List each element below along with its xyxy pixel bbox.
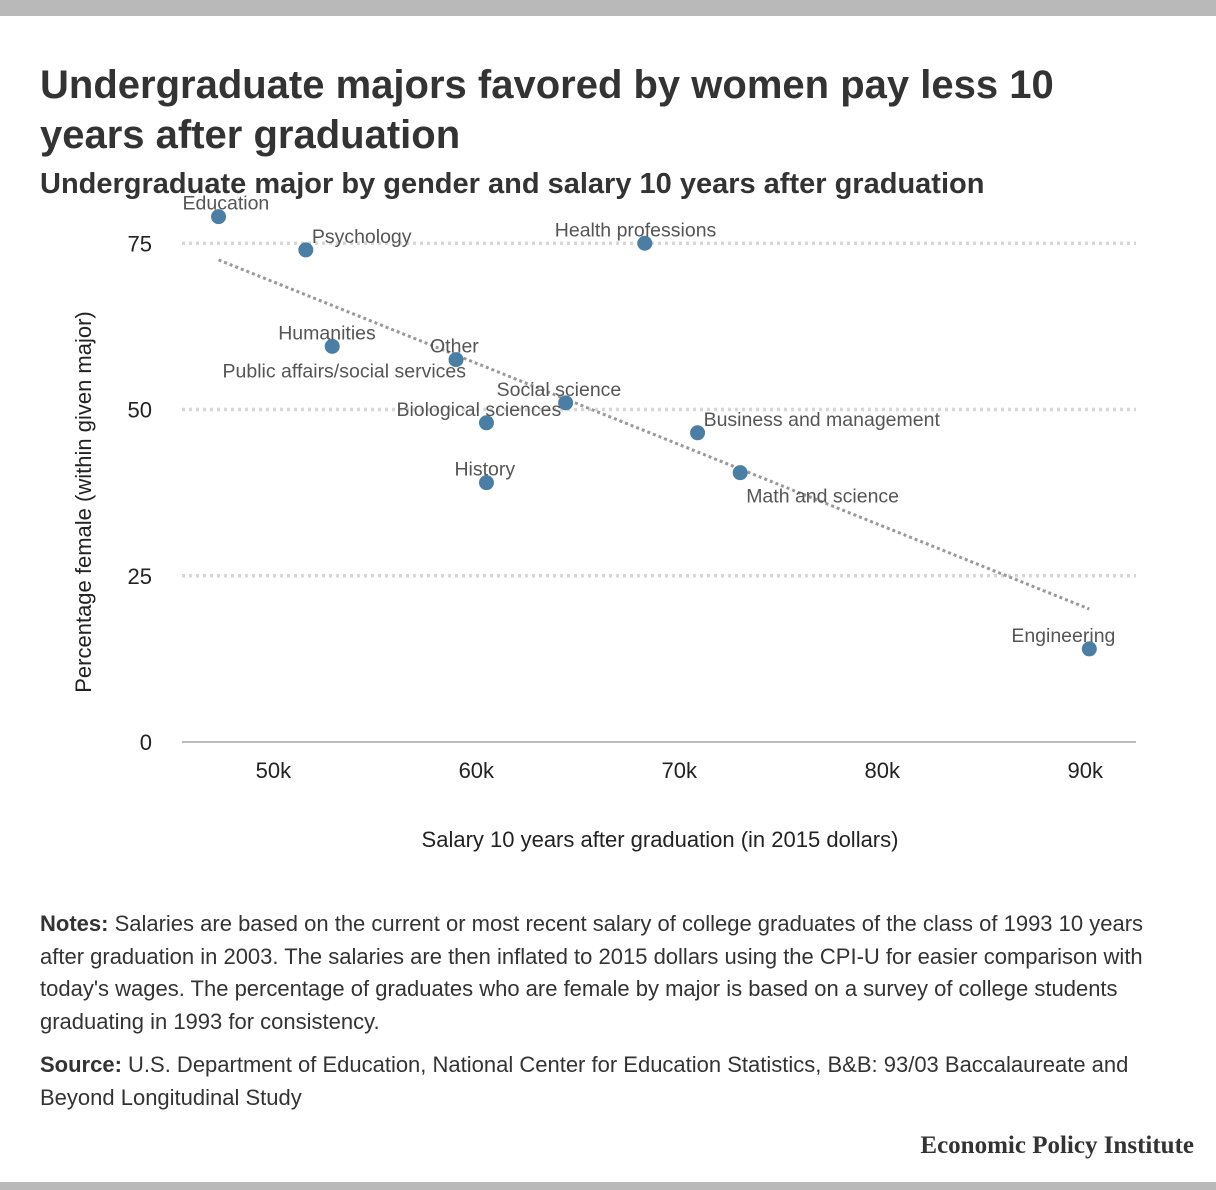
y-tick-label-50: 50 (128, 398, 152, 423)
point-label-engineering: Engineering (1011, 625, 1115, 647)
point-engineering (1081, 641, 1097, 657)
point-public-affairs-social-services (448, 352, 464, 368)
point-label-social-science: Social science (497, 379, 622, 401)
y-tick-label-75: 75 (128, 231, 152, 256)
trendline (217, 258, 1090, 611)
scatter-chart: 0 25 50 75 50k 60k 70k 80k 90k Education Psychol… (71, 193, 1136, 852)
point-label-psychology: Psychology (312, 226, 412, 248)
top-border-bar (0, 0, 1216, 16)
point-math-and-science (732, 465, 748, 481)
point-label-public-affairs-social-services: Public affairs/social services (223, 361, 467, 383)
notes-text: Salaries are based on the current or mos… (40, 911, 1144, 1034)
bottom-border-bar (0, 1182, 1216, 1190)
point-label-math-and-science: Math and science (746, 486, 899, 508)
data-labels: Education Psychology Humanities Public affa… (183, 193, 1116, 647)
point-health-professions (637, 235, 653, 251)
x-axis-title: Salary 10 years after graduation (in 201… (422, 827, 899, 852)
point-label-biological-sciences: Biological sciences (396, 399, 561, 421)
source-text: U.S. Department of Education, National C… (40, 1052, 1129, 1110)
chart-subtitle: Undergraduate major by gender and salary… (40, 168, 985, 200)
point-label-business-and-management: Business and management (704, 409, 941, 431)
y-axis-title: Percentage female (within given major) (71, 311, 96, 693)
trendline-group (217, 258, 1090, 611)
point-label-health-professions: Health professions (555, 219, 717, 241)
point-biological-sciences (478, 415, 494, 431)
x-tick-label-90k: 90k (1068, 758, 1104, 783)
source: Source: U.S. Department of Education, Na… (40, 1049, 1190, 1114)
x-tick-label-80k: 80k (865, 758, 901, 783)
notes: Notes: Salaries are based on the current… (40, 908, 1190, 1038)
x-tick-label-50k: 50k (256, 758, 292, 783)
source-label: Source: (40, 1052, 122, 1077)
gridlines (182, 241, 1136, 578)
point-label-education: Education (183, 193, 270, 215)
x-tick-label-70k: 70k (662, 758, 698, 783)
x-tick-label-60k: 60k (459, 758, 495, 783)
point-social-science (558, 395, 574, 411)
point-business-and-management (690, 425, 706, 441)
point-humanities (324, 338, 340, 354)
point-psychology (298, 242, 314, 258)
point-history (478, 475, 494, 491)
x-tick-labels: 50k 60k 70k 80k 90k (256, 758, 1104, 783)
y-tick-labels: 0 25 50 75 (128, 231, 152, 755)
y-tick-label-0: 0 (140, 730, 152, 755)
data-points (211, 209, 1097, 657)
brand-logo-text: Economic Policy Institute (920, 1132, 1194, 1159)
point-label-history: History (454, 459, 515, 481)
notes-label: Notes: (40, 911, 109, 936)
point-label-other: Other (430, 336, 479, 358)
point-education (211, 209, 227, 225)
chart-title: Undergraduate majors favored by women pa… (40, 63, 1054, 157)
point-label-humanities: Humanities (278, 322, 376, 344)
y-tick-label-25: 25 (128, 564, 152, 589)
